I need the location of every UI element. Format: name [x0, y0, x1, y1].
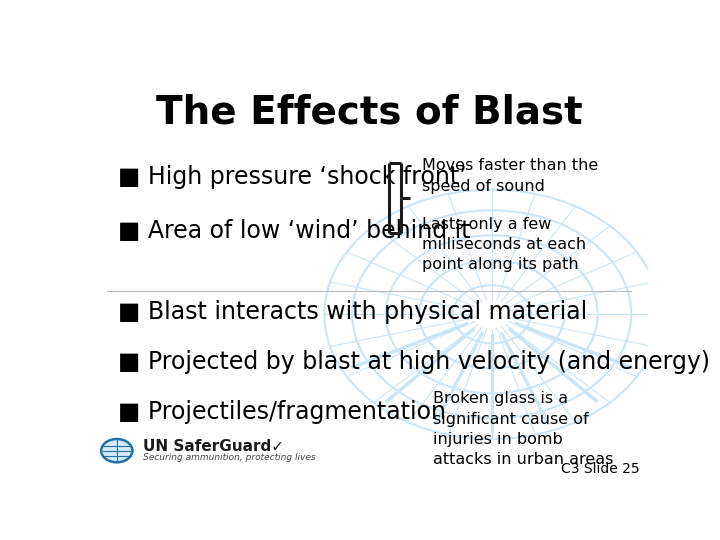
Text: ■ Projected by blast at high velocity (and energy): ■ Projected by blast at high velocity (a… [118, 349, 710, 374]
Text: Moves faster than the
speed of sound: Moves faster than the speed of sound [422, 158, 598, 194]
Text: The Effects of Blast: The Effects of Blast [156, 94, 582, 132]
Circle shape [101, 439, 132, 462]
Text: Lasts only a few
milliseconds at each
point along its path: Lasts only a few milliseconds at each po… [422, 217, 586, 272]
Text: ■ Blast interacts with physical material: ■ Blast interacts with physical material [118, 300, 587, 323]
Text: Broken glass is a
significant cause of
injuries in bomb
attacks in urban areas: Broken glass is a significant cause of i… [433, 391, 613, 468]
Text: ■ Area of low ‘wind’ behind it: ■ Area of low ‘wind’ behind it [118, 219, 471, 242]
Text: Securing ammunition, protecting lives: Securing ammunition, protecting lives [143, 453, 315, 462]
Text: UN SaferGuard✓: UN SaferGuard✓ [143, 439, 284, 454]
Text: C3 Slide 25: C3 Slide 25 [561, 462, 639, 476]
Text: ■ High pressure ‘shock front’: ■ High pressure ‘shock front’ [118, 165, 467, 188]
Text: ■ Projectiles/fragmentation: ■ Projectiles/fragmentation [118, 400, 446, 423]
